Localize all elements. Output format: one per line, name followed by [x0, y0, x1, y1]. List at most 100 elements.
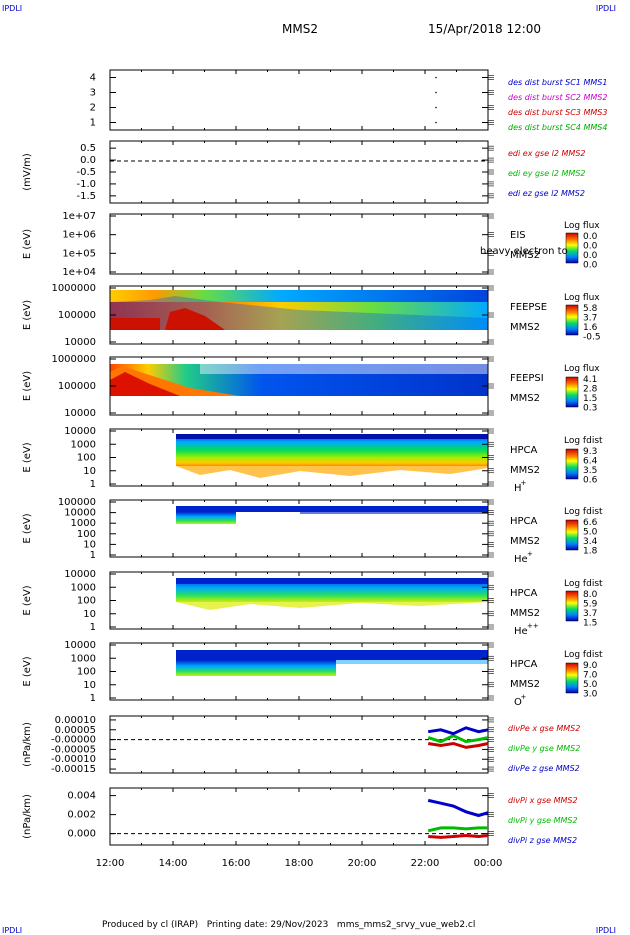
colorbar-tick: 0.6 [583, 476, 598, 486]
spacecraft-label: MMS2 [510, 608, 540, 619]
instrument-label: EIS [510, 230, 526, 241]
y-tick-label: 1 [90, 550, 96, 561]
legend-entry: des dist burst SC2 MMS2 [508, 93, 607, 102]
legend-entry: divPe x gse MMS2 [508, 724, 580, 733]
colorbar-title: Log flux [564, 221, 600, 231]
y-tick-label: 10000 [64, 640, 96, 651]
data-point [435, 106, 437, 109]
colorbar-tick: 0.0 [583, 242, 598, 252]
legend-entry: edi ex gse l2 MMS2 [508, 149, 586, 158]
colorbar-tick: 1.5 [583, 619, 597, 629]
y-tick-label: 1 [90, 693, 96, 704]
colorbar-title: Log flux [564, 293, 600, 303]
spacecraft-label: MMS2 [510, 393, 540, 404]
legend-entry: edi ey gse l2 MMS2 [508, 169, 586, 178]
legend-entry: divPe y gse MMS2 [508, 744, 580, 753]
colorbar-tick: 9.3 [583, 447, 597, 457]
colorbar-title: Log fdist [564, 579, 603, 589]
y-tick-label: 1000 [71, 439, 96, 450]
colorbar-tick: 6.6 [583, 518, 598, 528]
y-tick-label: 0.5 [80, 143, 96, 154]
y-tick-label: 1000 [71, 518, 96, 529]
legend-entry: divPe z gse MMS2 [508, 764, 580, 773]
y-axis-label: E (eV) [22, 229, 33, 259]
colorbar-tick: 5.8 [583, 304, 598, 314]
instrument-label: FEEPSI [510, 373, 544, 384]
colorbar-tick: 3.7 [583, 314, 597, 324]
legend-entry: divPi y gse MMS2 [508, 816, 578, 825]
colorbar-title: Log flux [564, 364, 600, 374]
y-tick-label: 100 [77, 453, 96, 464]
y-tick-label: 1e+06 [62, 230, 96, 241]
y-tick-label: 1 [90, 479, 96, 490]
spacecraft-label: MMS2 [510, 322, 540, 333]
colorbar-tick: 8.0 [583, 590, 598, 600]
y-tick-label: 0.000 [67, 829, 96, 840]
y-axis-label: (nPa/km) [22, 722, 33, 767]
y-tick-label: 10 [83, 680, 96, 691]
data-point [435, 121, 437, 124]
y-axis-label: E (eV) [22, 371, 33, 401]
data-point [435, 76, 437, 79]
species-charge: + [527, 550, 533, 558]
panel-hpca-he2 [109, 571, 579, 630]
overlay-text: heavy electron to [480, 246, 568, 257]
y-tick-label: 100000 [58, 497, 96, 508]
y-tick-label: 1e+04 [62, 267, 96, 278]
y-tick-label: 1000000 [51, 283, 96, 294]
corner-label-top-right: IPDLI [595, 4, 616, 13]
y-tick-label: 1000000 [51, 354, 96, 365]
colorbar-tick: 3.5 [583, 466, 597, 476]
y-tick-label: 100 [77, 529, 96, 540]
y-axis-label: E (eV) [22, 300, 33, 330]
y-tick-label: -0.00015 [51, 764, 96, 775]
panel-hpca-he [109, 499, 579, 558]
colorbar-tick: 0.3 [583, 404, 597, 414]
x-tick-label: 12:00 [96, 858, 125, 869]
colorbar-tick: 5.0 [583, 528, 598, 538]
feepsi-colorbar [565, 376, 579, 408]
x-tick-label: 14:00 [159, 858, 188, 869]
y-tick-label: 3 [90, 88, 96, 99]
data-point [435, 91, 437, 94]
species-charge: + [521, 693, 527, 701]
legend-entry: edi ez gse l2 MMS2 [508, 189, 585, 198]
panel-feepse [109, 285, 579, 345]
panel-hpca-o [109, 642, 579, 701]
x-tick-label: 18:00 [285, 858, 314, 869]
y-tick-label: 4 [90, 73, 96, 84]
y-tick-label: 10000 [64, 508, 96, 519]
y-tick-label: 100 [77, 667, 96, 678]
y-tick-label: 10000 [64, 426, 96, 437]
colorbar-tick: 2.8 [583, 385, 598, 395]
colorbar-tick: 0.0 [583, 232, 598, 242]
corner-label-bottom-right: IPDLI [595, 926, 616, 935]
colorbar-tick: -0.5 [583, 333, 601, 343]
species-label: He [514, 626, 528, 637]
y-tick-label: 10000 [64, 337, 96, 348]
species-charge: ++ [527, 622, 539, 630]
panel-des-dist [109, 69, 489, 131]
instrument-label: FEEPSE [510, 302, 547, 313]
colorbar-tick: 5.9 [583, 600, 598, 610]
y-tick-label: 2 [90, 103, 96, 114]
y-axis-label: E (eV) [22, 656, 33, 686]
species-label: O [514, 697, 522, 708]
hpca-o-colorbar [565, 662, 579, 694]
instrument-label: HPCA [510, 445, 538, 456]
colorbar-tick: 3.7 [583, 609, 597, 619]
colorbar-tick: 1.5 [583, 394, 597, 404]
y-tick-label: 10000 [64, 408, 96, 419]
colorbar-tick: 1.6 [583, 323, 598, 333]
spacecraft-label: MMS2 [510, 250, 540, 261]
spacecraft-label: MMS2 [510, 679, 540, 690]
y-tick-label: -1.5 [76, 191, 96, 202]
colorbar-tick: 5.0 [583, 680, 598, 690]
colorbar-tick: 0.0 [583, 261, 598, 271]
feepse-colorbar [565, 304, 579, 336]
y-tick-label: 100000 [58, 310, 96, 321]
colorbar-title: Log fdist [564, 436, 603, 446]
instrument-label: HPCA [510, 516, 538, 527]
legend-entry: des dist burst SC3 MMS3 [508, 108, 607, 117]
